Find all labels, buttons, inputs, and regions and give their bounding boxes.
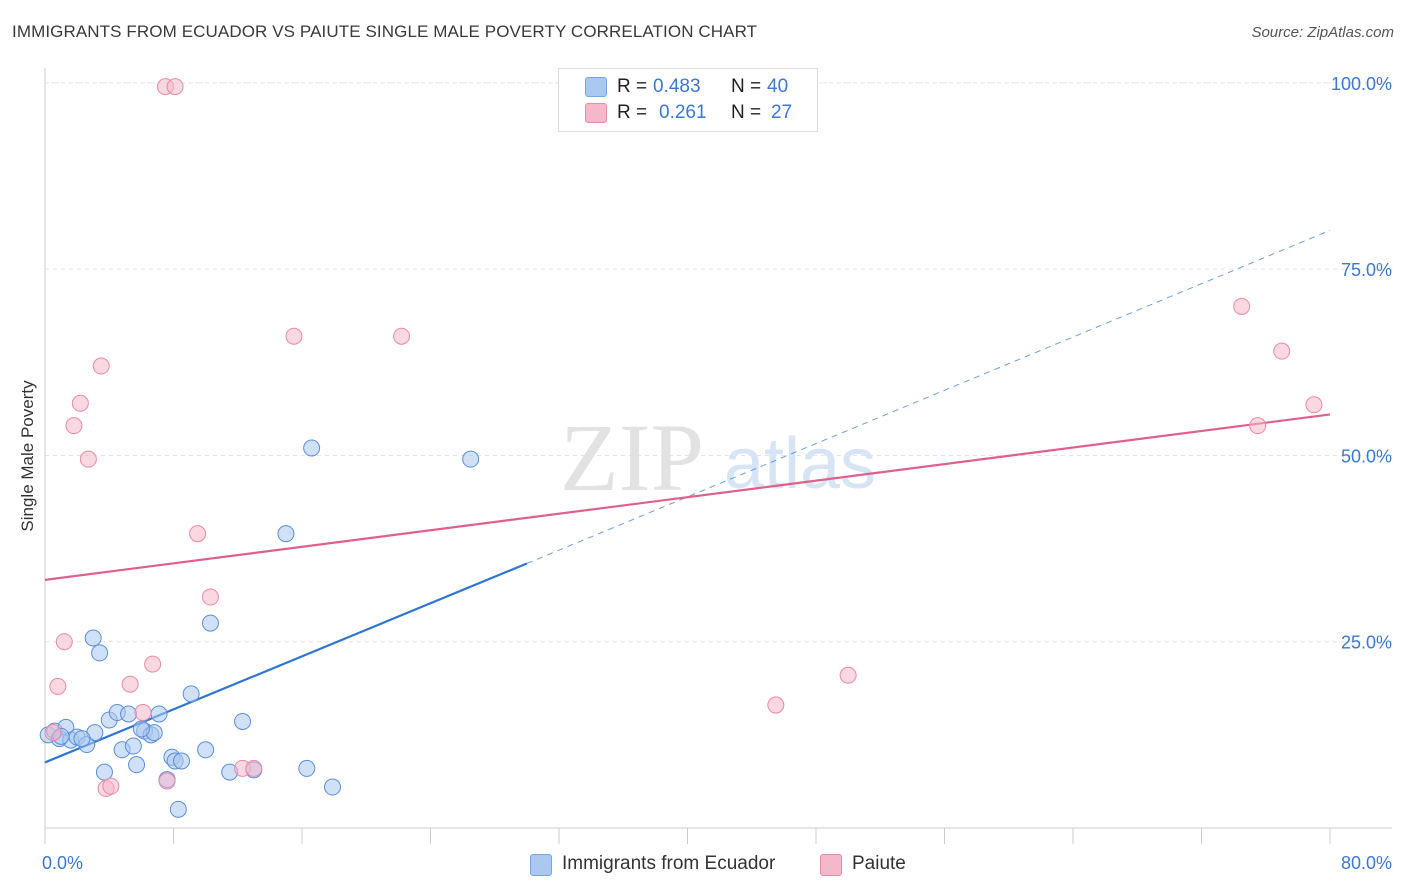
- data-points: [39, 78, 1323, 818]
- x-tick-label: 0.0%: [42, 853, 83, 873]
- legend-label-ecuador: Immigrants from Ecuador: [562, 853, 776, 874]
- ecuador-point: [234, 712, 252, 730]
- ecuador-point: [120, 705, 138, 723]
- paiute-point: [201, 588, 219, 606]
- stats-swatch-paiute: [585, 103, 607, 123]
- ecuador-point: [124, 737, 142, 755]
- ecuador-point: [95, 763, 113, 781]
- paiute-point: [49, 677, 67, 695]
- watermark: ZIP atlas: [560, 404, 876, 511]
- paiute-point: [79, 450, 97, 468]
- stats-n-value: 40: [767, 76, 789, 97]
- gridlines: [45, 82, 1392, 643]
- ecuador-point: [173, 752, 191, 770]
- paiute-trend-line: [44, 413, 1331, 581]
- ecuador-point: [84, 629, 102, 647]
- trend-lines: [44, 229, 1331, 764]
- ecuador-point: [197, 741, 215, 759]
- stats-r-value: 0.261: [659, 102, 707, 123]
- ecuador-point: [169, 800, 187, 818]
- y-tick-label: 75.0%: [1341, 260, 1392, 280]
- y-tick-label: 25.0%: [1341, 633, 1392, 653]
- legend-swatch-paiute: [820, 854, 842, 876]
- ecuador-point: [73, 730, 91, 748]
- stats-box: R = 0.483 N = 40 R = 0.261 N = 27: [558, 68, 818, 132]
- stats-n-label: N =: [731, 102, 762, 123]
- paiute-point: [121, 675, 139, 693]
- paiute-point: [65, 417, 83, 435]
- legend-label-paiute: Paiute: [852, 853, 906, 874]
- source-label: Source: ZipAtlas.com: [1251, 24, 1394, 41]
- ecuador-trend-extension: [526, 229, 1331, 564]
- paiute-point: [44, 724, 62, 742]
- ecuador-point: [128, 756, 146, 774]
- tick-labels: 25.0% 50.0% 75.0% 100.0% 0.0% 80.0%: [42, 74, 1392, 873]
- watermark-atlas: atlas: [724, 424, 876, 504]
- paiute-point: [839, 666, 857, 684]
- stats-swatch-ecuador: [585, 77, 607, 97]
- paiute-point: [55, 633, 73, 651]
- ecuador-point: [324, 778, 342, 796]
- axes: [44, 68, 1392, 844]
- paiute-point: [767, 696, 785, 714]
- paiute-point: [285, 327, 303, 345]
- stats-r-label: R =: [617, 102, 648, 123]
- paiute-point: [1305, 396, 1323, 414]
- paiute-point: [134, 704, 152, 722]
- ecuador-point: [462, 450, 480, 468]
- paiute-point: [1233, 297, 1251, 315]
- paiute-point: [1249, 417, 1267, 435]
- ecuador-point: [201, 614, 219, 632]
- watermark-zip: ZIP: [560, 404, 704, 511]
- ecuador-point: [182, 685, 200, 703]
- ecuador-trend-line: [44, 562, 528, 764]
- paiute-point: [102, 777, 120, 795]
- y-tick-label: 100.0%: [1331, 74, 1392, 94]
- paiute-point: [245, 759, 263, 777]
- legend-swatch-ecuador: [530, 854, 552, 876]
- stats-n-label: N =: [731, 76, 762, 97]
- ecuador-point: [132, 720, 150, 738]
- stats-n-value: 27: [771, 102, 793, 123]
- paiute-point: [166, 78, 184, 96]
- paiute-point: [189, 525, 207, 543]
- ecuador-point: [303, 439, 321, 457]
- paiute-point: [393, 327, 411, 345]
- ecuador-point: [91, 644, 109, 662]
- paiute-point: [144, 655, 162, 673]
- paiute-point: [1273, 342, 1291, 360]
- ecuador-point: [298, 759, 316, 777]
- paiute-point: [71, 394, 89, 412]
- chart-title: IMMIGRANTS FROM ECUADOR VS PAIUTE SINGLE…: [12, 22, 758, 41]
- y-tick-label: 50.0%: [1341, 446, 1392, 466]
- ecuador-point: [150, 705, 168, 723]
- x-tick-label: 80.0%: [1341, 853, 1392, 873]
- paiute-point: [158, 772, 176, 790]
- stats-r-value: 0.483: [653, 76, 701, 97]
- paiute-point: [92, 357, 110, 375]
- stats-r-label: R =: [617, 76, 648, 97]
- ecuador-point: [277, 525, 295, 543]
